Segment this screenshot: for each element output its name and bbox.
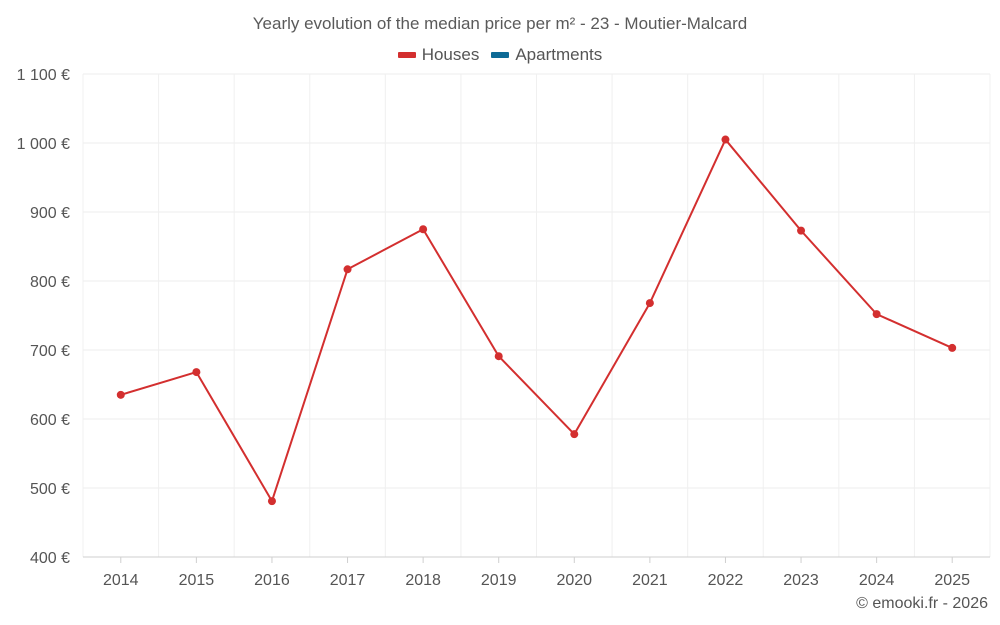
y-tick-label: 800 € [30, 274, 70, 291]
legend-item-houses[interactable]: Houses [397, 45, 480, 65]
y-tick-label: 700 € [30, 343, 70, 360]
x-tick-label: 2021 [632, 572, 668, 589]
x-tick-label: 2016 [254, 572, 290, 589]
legend-swatch-apartments [491, 52, 510, 58]
legend-item-apartments[interactable]: Apartments [491, 45, 602, 65]
data-point-houses-2016[interactable] [267, 497, 276, 506]
x-tick-label: 2019 [481, 572, 517, 589]
y-tick-label: 400 € [30, 550, 70, 567]
x-tick-label: 2023 [783, 572, 819, 589]
data-point-houses-2018[interactable] [419, 225, 428, 234]
legend: Houses Apartments [0, 45, 1000, 65]
data-point-houses-2015[interactable] [192, 368, 201, 377]
data-point-houses-2025[interactable] [948, 343, 957, 352]
y-tick-label: 1 000 € [17, 136, 70, 153]
x-tick-label: 2015 [179, 572, 215, 589]
y-tick-label: 900 € [30, 205, 70, 222]
series-line-houses [120, 138, 953, 503]
x-tick-label: 2017 [330, 572, 366, 589]
y-tick-label: 1 100 € [17, 67, 70, 84]
data-point-houses-2023[interactable] [797, 226, 806, 235]
x-tick-label: 2014 [103, 572, 139, 589]
data-point-houses-2024[interactable] [872, 310, 881, 319]
legend-label-apartments: Apartments [515, 45, 603, 64]
chart-title: Yearly evolution of the median price per… [252, 14, 748, 33]
data-point-houses-2022[interactable] [721, 135, 730, 144]
legend-swatch-houses [397, 52, 416, 58]
data-point-houses-2017[interactable] [343, 265, 352, 274]
x-tick-label: 2018 [405, 572, 441, 589]
y-tick-label: 500 € [30, 481, 70, 498]
x-tick-label: 2022 [708, 572, 744, 589]
x-tick-label: 2024 [859, 572, 895, 589]
y-tick-label: 600 € [30, 412, 70, 429]
legend-label-houses: Houses [421, 45, 480, 64]
x-tick-label: 2020 [556, 572, 592, 589]
x-tick-label: 2025 [934, 572, 970, 589]
data-point-houses-2020[interactable] [570, 430, 579, 439]
credit-text: © emooki.fr - 2026 [856, 595, 988, 612]
data-point-houses-2014[interactable] [116, 390, 125, 399]
data-point-houses-2019[interactable] [494, 352, 503, 361]
data-point-houses-2021[interactable] [645, 299, 654, 308]
